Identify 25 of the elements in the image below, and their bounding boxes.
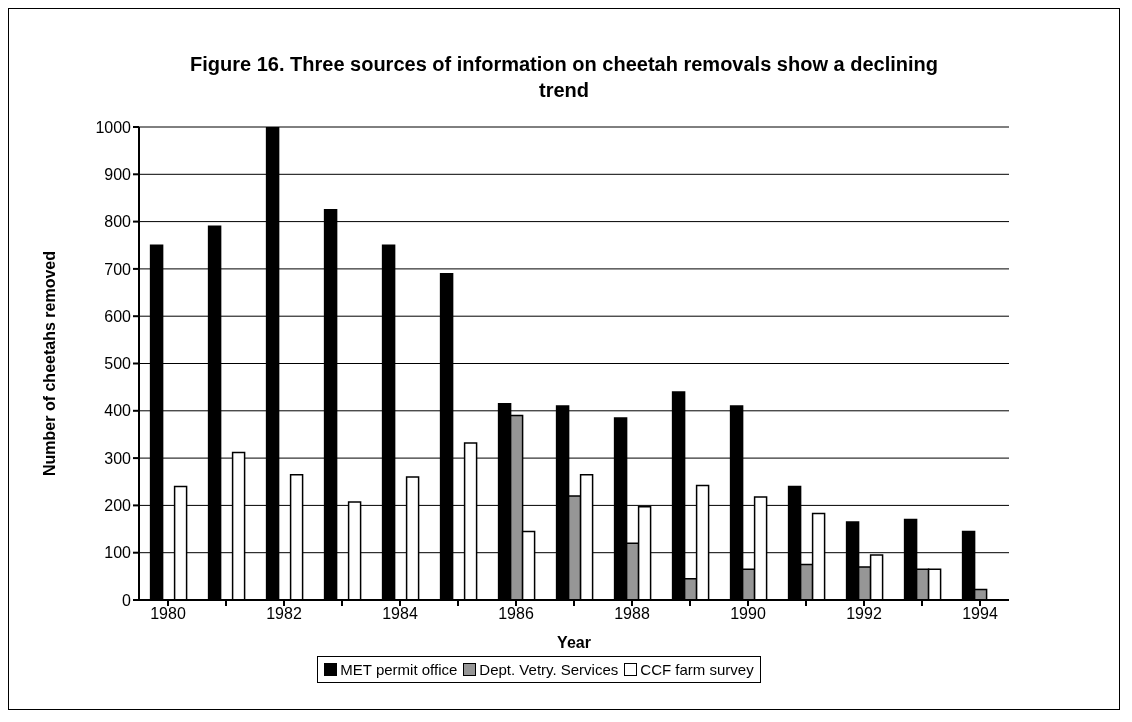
x-tick-label: 1990 bbox=[730, 605, 766, 623]
y-tick-label: 600 bbox=[104, 307, 132, 325]
y-tick-label: 700 bbox=[104, 260, 132, 278]
x-tick-label: 1980 bbox=[150, 605, 186, 623]
y-tick-label: 200 bbox=[104, 497, 132, 515]
legend-label: MET permit office bbox=[339, 661, 458, 678]
x-axis-title: Year bbox=[557, 634, 591, 651]
legend-label: Dept. Vetry. Services bbox=[478, 661, 619, 678]
x-tick-label: 1994 bbox=[962, 605, 998, 623]
y-tick-label: 500 bbox=[104, 355, 132, 373]
x-tick-label: 1992 bbox=[846, 605, 882, 623]
y-tick-label: 800 bbox=[104, 213, 132, 231]
x-tick-label: 1984 bbox=[382, 605, 418, 623]
x-tick-label: 1986 bbox=[498, 605, 534, 623]
x-tick-label: 1988 bbox=[614, 605, 650, 623]
y-tick-label: 1000 bbox=[95, 118, 132, 136]
y-tick-label: 0 bbox=[122, 591, 132, 609]
chart-title: Figure 16. Three sources of information on cheetah removals show a declining trend bbox=[189, 52, 939, 103]
y-tick-label: 900 bbox=[104, 165, 132, 183]
y-tick-label: 400 bbox=[104, 402, 132, 420]
y-tick-label: 100 bbox=[104, 544, 132, 562]
x-tick-label: 1982 bbox=[266, 605, 302, 623]
y-axis-title: Number of cheetahs removed bbox=[40, 251, 58, 476]
y-tick-label: 300 bbox=[104, 449, 132, 467]
legend-label: CCF farm survey bbox=[639, 661, 754, 678]
